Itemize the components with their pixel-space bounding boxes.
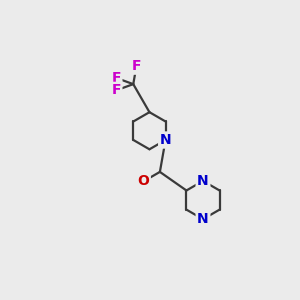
- Text: N: N: [160, 133, 171, 147]
- Text: F: F: [132, 59, 141, 73]
- Text: F: F: [111, 71, 121, 85]
- Text: O: O: [137, 175, 149, 188]
- Text: N: N: [197, 174, 209, 188]
- Text: N: N: [197, 212, 209, 226]
- Text: F: F: [111, 83, 121, 98]
